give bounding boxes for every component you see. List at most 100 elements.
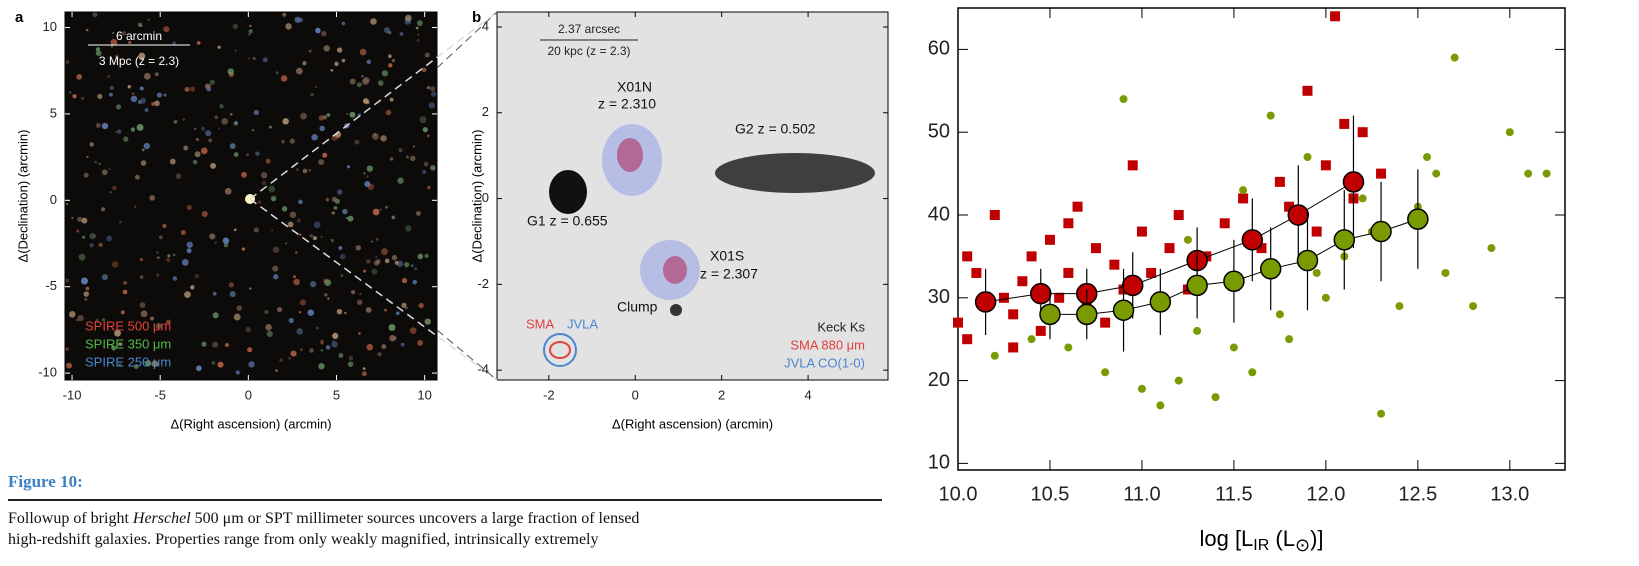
star xyxy=(186,248,192,254)
star xyxy=(322,152,328,158)
star xyxy=(234,49,237,52)
star xyxy=(357,299,363,306)
star xyxy=(295,251,298,254)
x-tick-label: 11.0 xyxy=(1123,483,1160,505)
point xyxy=(1136,226,1147,237)
point xyxy=(1311,226,1322,237)
star xyxy=(156,92,162,98)
star xyxy=(184,86,190,92)
star xyxy=(245,326,251,333)
star xyxy=(270,195,277,202)
star xyxy=(224,342,230,348)
star xyxy=(423,161,429,167)
point xyxy=(990,351,999,360)
point xyxy=(971,267,982,278)
star xyxy=(139,24,143,28)
star xyxy=(217,45,221,49)
star xyxy=(349,78,356,85)
x-axis-label: Δ(Right ascension) (arcmin) xyxy=(170,416,331,431)
star xyxy=(400,342,405,347)
point xyxy=(1395,302,1404,311)
star xyxy=(312,236,317,241)
point xyxy=(1256,243,1267,254)
star xyxy=(302,61,307,66)
star xyxy=(101,207,106,212)
star xyxy=(320,235,323,238)
clump xyxy=(670,304,682,316)
star xyxy=(130,95,138,103)
star xyxy=(281,139,285,144)
star xyxy=(189,86,196,92)
point xyxy=(1100,317,1111,328)
star xyxy=(276,306,283,313)
panel-b-frame xyxy=(496,11,889,381)
star xyxy=(95,47,101,52)
star xyxy=(183,145,189,151)
star xyxy=(251,128,255,132)
star xyxy=(298,311,302,314)
star xyxy=(416,20,423,27)
beam-sma xyxy=(549,341,571,359)
star xyxy=(341,21,346,26)
star xyxy=(431,91,437,97)
point xyxy=(1450,53,1459,62)
star xyxy=(77,314,84,322)
star xyxy=(366,59,372,65)
star xyxy=(234,121,238,125)
star xyxy=(154,100,160,107)
star xyxy=(194,273,200,279)
star xyxy=(409,155,416,162)
star xyxy=(391,216,395,219)
point xyxy=(1376,168,1387,179)
point xyxy=(1109,259,1120,270)
star xyxy=(308,169,311,172)
star xyxy=(272,246,280,254)
star xyxy=(65,278,70,283)
star xyxy=(112,185,117,191)
star xyxy=(289,138,295,144)
star xyxy=(279,358,283,362)
star xyxy=(389,97,394,102)
star xyxy=(266,330,273,338)
star xyxy=(273,274,279,280)
star xyxy=(156,256,160,260)
star xyxy=(85,286,90,291)
point xyxy=(1239,186,1248,195)
star xyxy=(358,332,361,335)
point xyxy=(1211,393,1220,402)
star xyxy=(405,225,412,232)
star xyxy=(366,165,374,172)
point xyxy=(1008,309,1019,320)
star xyxy=(422,169,427,174)
star xyxy=(149,195,156,201)
star xyxy=(388,324,396,332)
scale-bar-label: 3 Mpc (z = 2.3) xyxy=(99,54,179,68)
point xyxy=(1266,111,1275,120)
star xyxy=(261,180,267,186)
star xyxy=(257,200,262,204)
galaxy-g2 xyxy=(715,153,875,193)
x-tick-label: 0 xyxy=(245,388,252,403)
star xyxy=(299,233,302,236)
star xyxy=(248,361,255,368)
star xyxy=(201,210,208,218)
star xyxy=(309,348,314,353)
star xyxy=(324,293,328,297)
x-axis-label-part: (L xyxy=(1269,526,1295,551)
star xyxy=(296,328,304,335)
y-tick-label: 50 xyxy=(928,120,950,142)
star xyxy=(68,311,76,318)
panel-label: b xyxy=(472,9,481,26)
point xyxy=(1119,95,1128,104)
zoom-line xyxy=(436,11,498,69)
point xyxy=(1035,325,1046,336)
binned-point xyxy=(1112,299,1135,321)
star xyxy=(167,254,171,258)
star xyxy=(375,238,379,241)
star xyxy=(415,210,421,216)
star xyxy=(214,241,217,244)
y-tick-label: -4 xyxy=(477,362,489,377)
star xyxy=(282,118,289,125)
star xyxy=(366,343,374,351)
caption-text: 500 μm or SPT millimeter sources uncover… xyxy=(190,510,640,527)
